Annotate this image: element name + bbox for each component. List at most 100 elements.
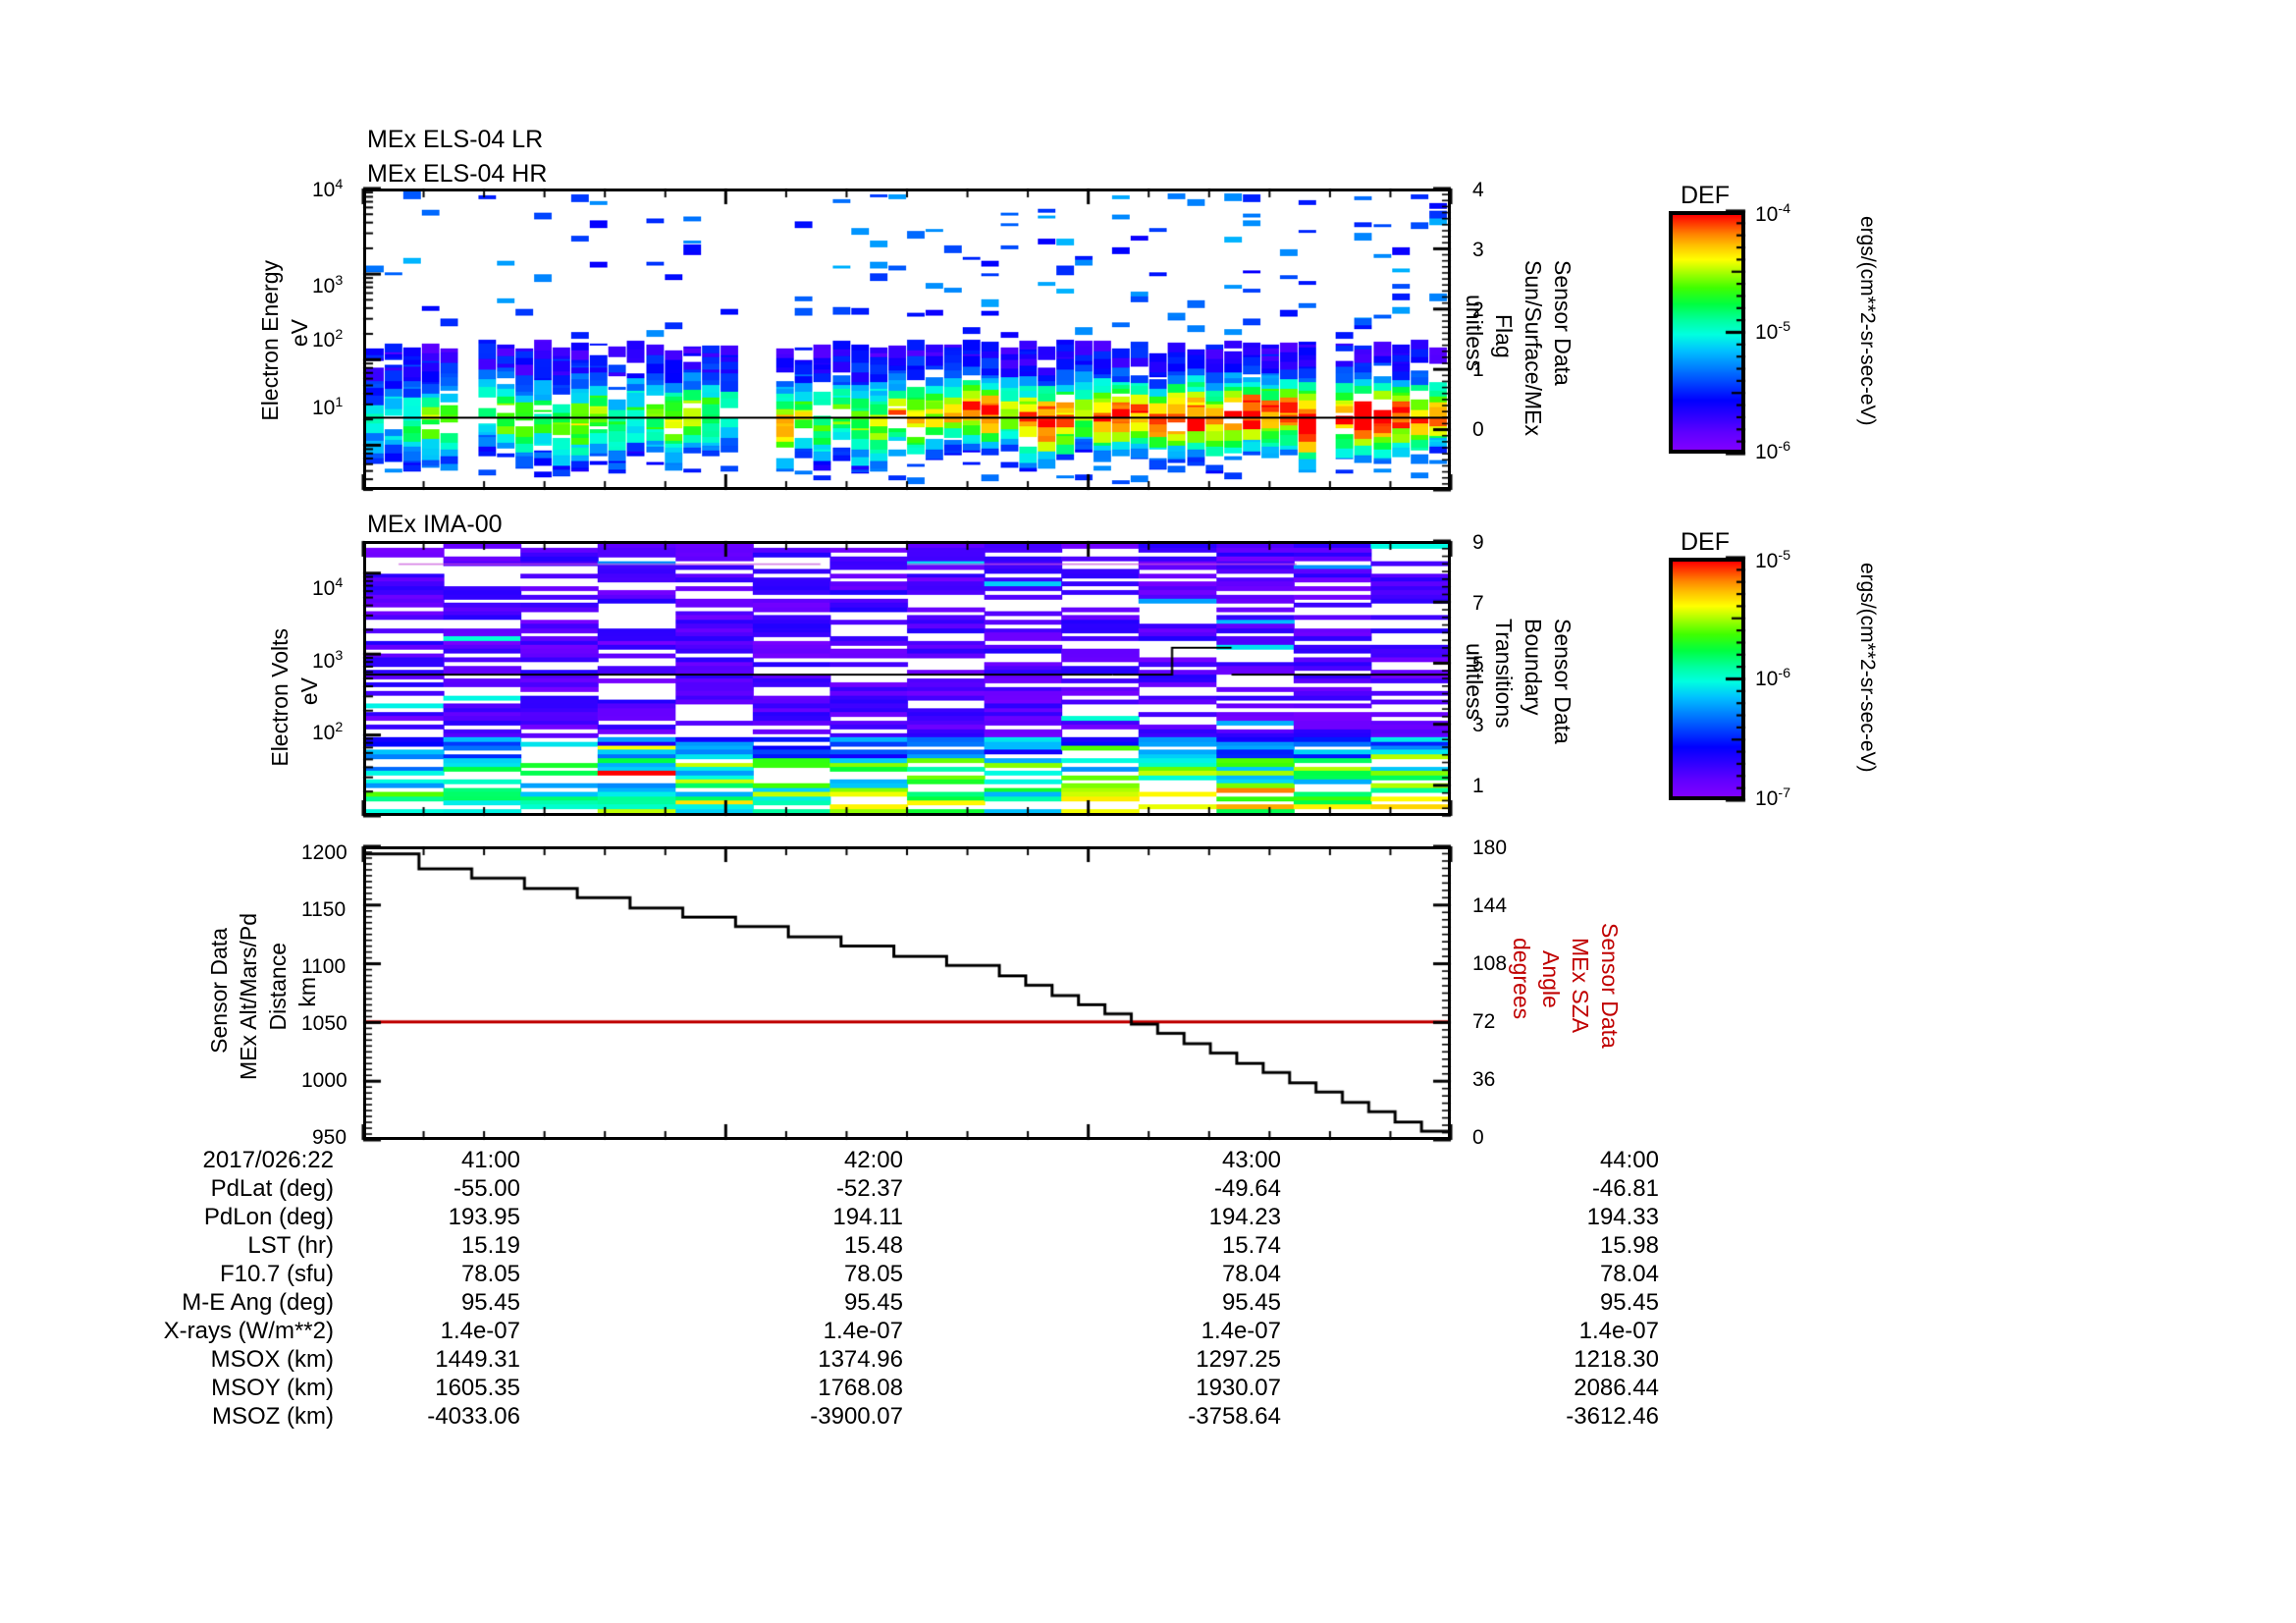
panel-alt-ytick-1100: 1100 [301,955,347,978]
table-cell: -46.81 [1591,1175,1659,1202]
panel-ima-ylabel-2: eV [296,677,322,706]
table-row-label: PdLon (deg) [203,1204,334,1230]
table-cell: 1768.08 [818,1375,903,1401]
panel-alt-right-label-1: Sensor Data [1597,923,1623,1049]
table-row-label: 2017/026:22 [202,1147,334,1173]
colorbar-ima-title: DEF [1681,528,1730,556]
panel-alt-right-label-2: MEx SZA [1568,938,1593,1034]
table-cell: 78.04 [1221,1261,1281,1287]
table-cell: 1374.96 [818,1346,903,1373]
table-cell: 194.23 [1208,1204,1281,1230]
panel-els-title-hr: MEx ELS-04 HR [367,160,548,188]
panel-ima-rtick-1: 1 [1472,775,1484,797]
panel-alt-rtick-36: 36 [1472,1068,1496,1091]
colorbar-ima-tick-bottom: 10-7 [1755,785,1791,810]
panel-alt-rtick-72: 72 [1472,1010,1496,1033]
panel-els-plot[interactable] [363,189,1451,490]
panel-alt-rtick-108: 108 [1472,952,1508,975]
panel-ima-ytick-1e4: 104 [312,575,344,600]
panel-alt-right-label-3: Angle [1538,950,1564,1008]
panel-els-rtick-2: 2 [1472,298,1484,321]
panel-els-rtick-0: 0 [1472,418,1484,441]
panel-els-rtick-1: 1 [1472,358,1484,381]
table-cell: 41:00 [460,1147,520,1173]
colorbar-els-unit: ergs/(cm**2-sr-sec-eV) [1856,216,1879,426]
panel-alt-ylabel-3: Distance [265,943,291,1031]
panel-els-rtick-4: 4 [1472,179,1484,201]
panel-els-ylabel-2: eV [287,319,312,348]
colorbar-els-tick-mid: 10-5 [1755,319,1791,344]
table-cell: 194.11 [832,1204,903,1230]
colorbar-els [1669,211,1745,454]
table-cell: 15.74 [1221,1232,1281,1259]
panel-alt-ylabel-4: km [294,977,320,1007]
table-cell: -3758.64 [1188,1403,1281,1430]
panel-ima-ytick-1e3: 103 [312,648,344,673]
panel-ima-title: MEx IMA-00 [367,511,503,538]
panel-alt-ylabel-2: MEx Alt/Mars/Pd [236,913,261,1080]
colorbar-ima [1669,558,1745,800]
table-cell: 1930.07 [1196,1375,1281,1401]
colorbar-els-title: DEF [1681,182,1730,209]
panel-els-ytick-1e2: 102 [312,327,344,352]
parameter-table: 2017/026:22 41:00 42:00 43:00 44:00 PdLat (de… [0,1147,2296,1461]
table-row-label: X-rays (W/m**2) [163,1318,334,1344]
panel-ima-rtick-3: 3 [1472,714,1484,736]
table-cell: -3900.07 [810,1403,903,1430]
panel-alt-plot[interactable] [363,846,1451,1140]
table-cell: 1605.35 [435,1375,520,1401]
table-cell: -55.00 [453,1175,520,1202]
colorbar-els-tick-bottom: 10-6 [1755,439,1791,463]
panel-els-ytick-1e4: 104 [312,177,344,201]
panel-els-title-lr: MEx ELS-04 LR [367,126,544,153]
table-cell: 1297.25 [1196,1346,1281,1373]
table-cell: 44:00 [1599,1147,1659,1173]
panel-ima-plot[interactable] [363,541,1451,816]
panel-els-ylabel-1: Electron Energy [257,260,283,421]
table-row-label: PdLat (deg) [210,1175,334,1202]
table-cell: 78.04 [1599,1261,1659,1287]
panel-alt-rtick-144: 144 [1472,894,1508,917]
panel-alt-ytick-1000: 1000 [301,1069,347,1092]
table-cell: 95.45 [843,1289,903,1316]
panel-alt-ytick-1150: 1150 [301,898,347,921]
table-cell: 1.4e-07 [823,1318,903,1344]
panel-els-rtick-3: 3 [1472,239,1484,261]
table-cell: 1449.31 [435,1346,520,1373]
colorbar-ima-unit: ergs/(cm**2-sr-sec-eV) [1856,563,1879,773]
table-cell: 194.33 [1586,1204,1659,1230]
panel-ima-ylabel-1: Electron Volts [267,628,293,767]
panel-ima-right-label-1: Sensor Data [1550,619,1575,744]
table-cell: 15.98 [1599,1232,1659,1259]
table-cell: -52.37 [835,1175,903,1202]
table-cell: 78.05 [843,1261,903,1287]
table-row-label: MSOX (km) [210,1346,334,1373]
table-cell: 15.19 [460,1232,520,1259]
panel-alt-right-label-4: degrees [1509,938,1534,1020]
panel-alt-ylabel-1: Sensor Data [206,928,232,1054]
table-cell: 1218.30 [1574,1346,1659,1373]
panel-ima-rtick-5: 5 [1472,653,1484,676]
table-cell: -3612.46 [1566,1403,1659,1430]
table-cell: 95.45 [1221,1289,1281,1316]
table-cell: 95.45 [1599,1289,1659,1316]
table-cell: 2086.44 [1574,1375,1659,1401]
table-cell: 42:00 [843,1147,903,1173]
panel-els-right-label-3: Flag [1491,314,1517,358]
panel-ima-right-label-3: Transitions [1491,619,1517,729]
table-cell: 1.4e-07 [1578,1318,1659,1344]
panel-ima-ytick-1e2: 102 [312,720,344,744]
panel-ima-rtick-7: 7 [1472,592,1484,615]
altitude-sza-canvas [366,849,1448,1137]
colorbar-ima-tick-top: 10-5 [1755,548,1791,572]
panel-alt-ytick-1050: 1050 [301,1012,347,1035]
table-cell: -49.64 [1213,1175,1281,1202]
panel-ima-right-label-2: Boundary [1521,619,1546,716]
panel-els-right-label-2: Sun/Surface/MEx [1521,260,1546,436]
els-spectrogram-canvas [366,191,1448,487]
table-cell: 1.4e-07 [440,1318,520,1344]
panel-alt-ytick-1200: 1200 [301,841,347,864]
table-row-label: LST (hr) [247,1232,334,1259]
table-row-label: F10.7 (sfu) [219,1261,334,1287]
panel-alt-rtick-180: 180 [1472,837,1508,859]
